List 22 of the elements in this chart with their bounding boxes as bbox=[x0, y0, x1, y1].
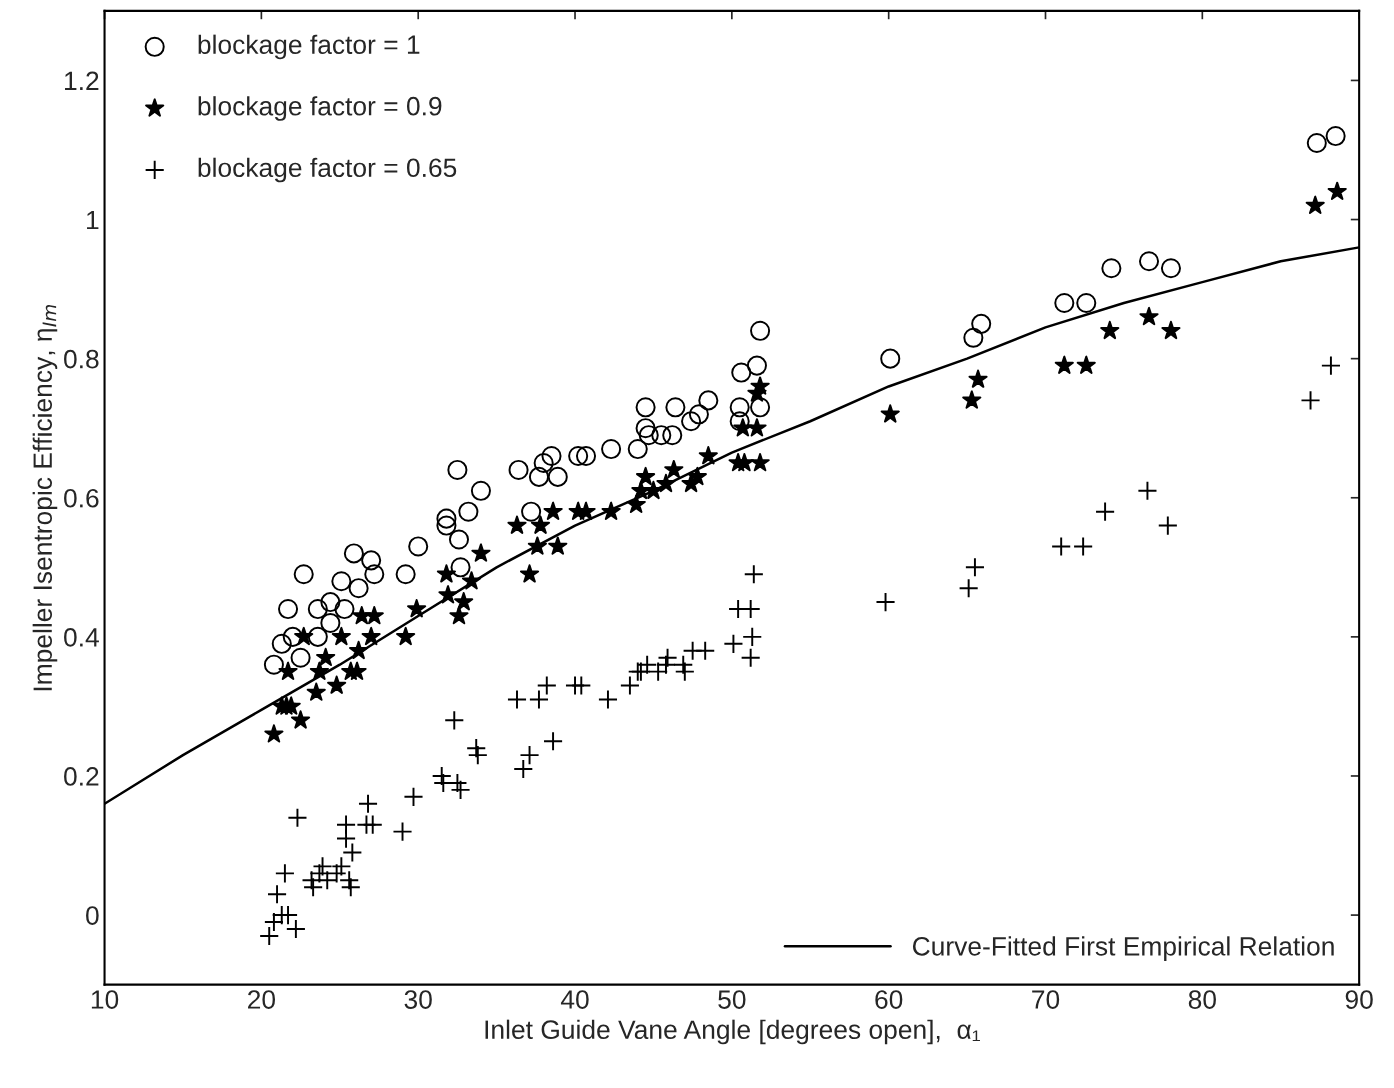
y-tick-label: 0 bbox=[86, 906, 99, 925]
legend-label: blockage factor = 1 bbox=[198, 34, 420, 60]
y-tick-label: 0.4 bbox=[64, 628, 99, 647]
y-tick-label: 0.6 bbox=[64, 488, 99, 508]
y-tick-label: 0.2 bbox=[64, 767, 99, 786]
legend-label: blockage factor = 0.9 bbox=[198, 96, 442, 121]
x-tick-label: 10 bbox=[91, 990, 119, 1009]
x-axis-title: Inlet Guide Vane Angle [degrees open], α₁ bbox=[485, 1019, 980, 1045]
y-axis-title: Impeller Isentropic Efficiency, η$_{Im}$ bbox=[32, 305, 58, 691]
y-tick-label: 1.2 bbox=[65, 71, 99, 90]
x-tick-label: 20 bbox=[248, 990, 276, 1009]
x-tick-label: 90 bbox=[1345, 990, 1373, 1009]
x-tick-label: 70 bbox=[1032, 990, 1060, 1009]
x-tick-label: 30 bbox=[404, 990, 432, 1009]
x-tick-label: 40 bbox=[560, 990, 589, 1009]
legend-label: blockage factor = 0.65 bbox=[198, 157, 457, 183]
legend-label: Curve-Fitted First Empirical Relation bbox=[912, 936, 1334, 961]
y-tick-label: 0.8 bbox=[64, 349, 99, 369]
y-tick-label: 1 bbox=[87, 210, 99, 230]
x-tick-label: 60 bbox=[875, 990, 903, 1009]
x-tick-label: 50 bbox=[718, 990, 746, 1009]
x-tick-label: 80 bbox=[1188, 990, 1216, 1009]
